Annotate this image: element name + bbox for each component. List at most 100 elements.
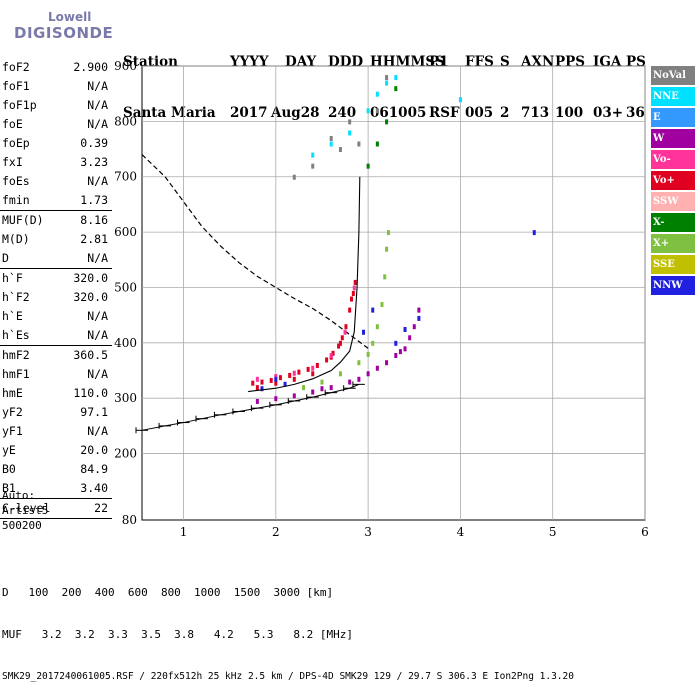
data-point	[311, 152, 315, 158]
param-divider	[0, 518, 112, 519]
data-point	[357, 360, 361, 366]
param-value: 360.5	[73, 348, 108, 362]
param-label: yF2	[2, 405, 23, 419]
data-point	[385, 119, 389, 125]
data-point	[403, 346, 407, 352]
header-values: Santa Maria 2017 Aug28 240 061005 RSF 005 2 713 1…	[123, 105, 693, 122]
data-point	[283, 381, 287, 387]
data-point	[412, 324, 416, 330]
data-point	[394, 340, 398, 346]
param-row: h`F2 320.0	[0, 288, 112, 307]
y-tick-label: 200	[114, 447, 137, 461]
data-point	[458, 97, 462, 103]
param-row: B1 3.40	[0, 479, 112, 498]
param-divider	[0, 498, 112, 499]
param-label: foEs	[2, 174, 30, 188]
param-row: hmE 110.0	[0, 384, 112, 403]
param-row: hmF1 N/A	[0, 365, 112, 384]
y-tick-label: 800	[114, 114, 137, 128]
data-point	[311, 389, 315, 395]
data-point	[398, 349, 402, 355]
header-value-2: Aug28	[271, 105, 320, 121]
data-point	[375, 141, 379, 147]
param-label: MUF(D)	[2, 213, 44, 227]
x-tick-label: 1	[180, 525, 188, 539]
header-value-7: 2	[500, 105, 510, 121]
distance-row: D 100 200 400 600 800 1000 1500 3000 [km…	[2, 586, 334, 599]
param-row: fmin 1.73	[0, 191, 112, 210]
legend-item-x: X-	[651, 213, 695, 232]
param-row: M(D) 2.81	[0, 230, 112, 249]
data-point	[394, 353, 398, 359]
legend-item-nnw: NNW	[651, 276, 695, 295]
x-tick-label: 4	[457, 525, 465, 539]
param-value: N/A	[87, 98, 108, 112]
param-value: N/A	[87, 79, 108, 93]
x-tick-label: 5	[549, 525, 557, 539]
data-point	[255, 376, 259, 382]
data-point	[274, 376, 278, 382]
data-point	[260, 386, 264, 392]
y-tick-label: 300	[114, 391, 137, 405]
data-point	[375, 108, 379, 114]
logo-line2: DIGISONDE	[14, 24, 114, 42]
data-point	[255, 385, 259, 391]
header-label-7: S	[500, 54, 510, 70]
param-value: 320.0	[73, 290, 108, 304]
ionogram-chart: 1 2 3 4 5 6 200 300 400 500 600 700 800 900 80	[114, 59, 649, 539]
logo-line1: Lowell	[48, 10, 92, 24]
param-label: fmin	[2, 193, 30, 207]
param-value: N/A	[87, 309, 108, 323]
footer-line: SMK29_2017240061005.RSF / 220fx512h 25 k…	[2, 671, 574, 682]
data-point	[337, 343, 341, 349]
data-point	[260, 379, 264, 385]
data-point	[362, 329, 366, 335]
data-point	[394, 75, 398, 81]
param-value: 20.0	[80, 443, 108, 457]
data-point	[325, 357, 329, 363]
data-point	[306, 366, 310, 372]
data-point	[274, 380, 278, 386]
legend-item-sse: SSE	[651, 255, 695, 274]
data-point	[417, 307, 421, 313]
data-point	[331, 350, 335, 356]
param-label: D	[2, 251, 9, 265]
data-point	[385, 360, 389, 366]
data-point	[251, 380, 255, 386]
param-value: 8.16	[80, 213, 108, 227]
data-point	[348, 119, 352, 125]
param-row: foEp 0.39	[0, 134, 112, 153]
param-value: 2.900	[73, 60, 108, 74]
param-value: N/A	[87, 174, 108, 188]
auto-scaling-info: Auto: Artist5 500200	[2, 488, 48, 533]
param-value: N/A	[87, 117, 108, 131]
data-point	[329, 353, 333, 359]
header-value-3: 240	[328, 105, 357, 121]
param-label: C-level	[2, 501, 51, 515]
data-point	[329, 141, 333, 147]
param-label: fxI	[2, 155, 23, 169]
data-point	[311, 371, 315, 377]
data-point	[292, 393, 296, 399]
data-point	[408, 335, 412, 341]
data-point	[375, 365, 379, 371]
data-point	[302, 385, 306, 391]
param-value: 2.81	[80, 232, 108, 246]
data-point	[385, 75, 389, 81]
data-point	[278, 375, 282, 381]
data-point	[320, 386, 324, 392]
param-label: foE	[2, 117, 23, 131]
data-point	[394, 86, 398, 92]
param-row: hmF2 360.5	[0, 346, 112, 365]
data-point	[371, 340, 375, 346]
data-point	[366, 351, 370, 357]
header-value-11: 36	[626, 105, 645, 121]
data-point	[329, 385, 333, 391]
param-value: 1.73	[80, 193, 108, 207]
data-point	[532, 230, 536, 236]
param-row: foEs N/A	[0, 172, 112, 191]
param-label: hmF1	[2, 367, 30, 381]
param-label: B0	[2, 462, 16, 476]
legend-item-nne: NNE	[651, 87, 695, 106]
param-value: N/A	[87, 367, 108, 381]
